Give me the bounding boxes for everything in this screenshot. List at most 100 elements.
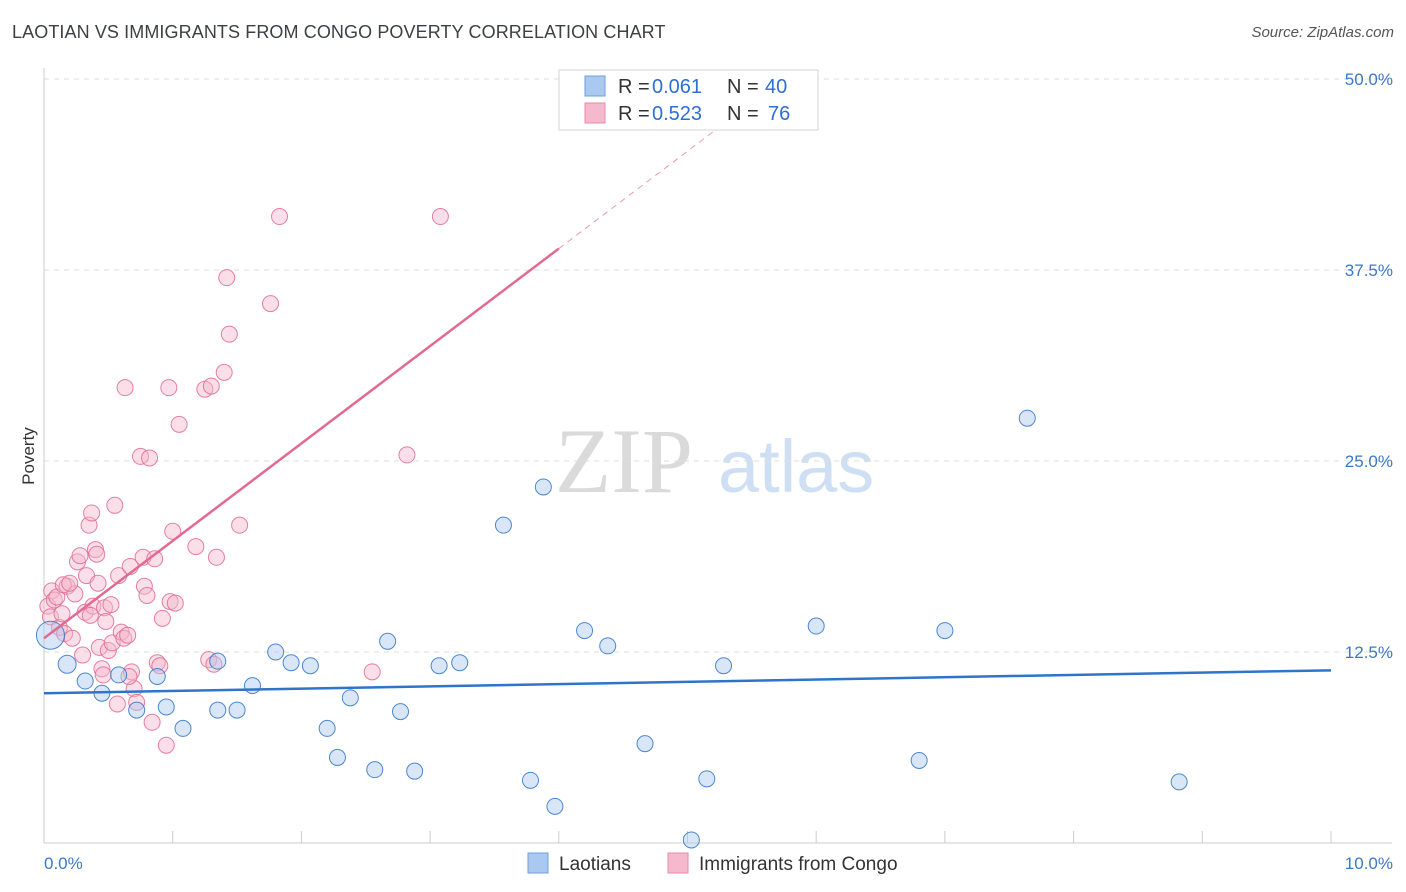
x-tick-marks [172,831,1332,843]
trend-lines [43,92,1332,695]
laotian-point [430,657,448,675]
bottom-legend-laotians: Laotians [559,854,631,875]
laotian-point [379,632,397,650]
laotian-point [521,771,539,789]
congo-point [88,545,106,563]
congo-point [187,538,205,556]
congo-point [54,576,72,594]
congo-point [200,651,218,669]
gridlines [44,78,1392,653]
congo-point [207,548,225,566]
laotian-trend-line [43,669,1332,695]
congo-point [74,646,92,664]
congo-point [119,626,137,644]
congo-point [93,660,111,678]
laotian-point [128,701,146,719]
congo-point [90,638,108,656]
laotian-point [682,831,700,849]
congo-point [143,713,161,731]
congo-point [202,377,220,395]
congo-point [141,449,159,467]
congo-point [83,504,101,522]
congo-point [66,585,84,603]
laotian-point [57,654,77,674]
congo-point [106,496,124,514]
laotian-point [910,751,928,769]
congo-point [153,609,171,627]
congo-point [220,325,238,343]
legend-n-label-congo: N = [727,103,759,125]
laotian-point [209,652,227,670]
legend-swatch-laotians [584,75,606,97]
legend: R = 0.061 N = 40 R = 0.523 N = 76 [558,69,819,131]
congo-point [61,574,79,592]
congo-point [398,446,416,464]
legend-n-value-congo: 76 [768,103,790,125]
congo-point [157,736,175,754]
laotian-point [936,622,954,640]
congo-point [123,663,141,681]
laotian-point [243,677,261,695]
laotian-point [599,637,617,655]
axes [43,68,1392,844]
congo-point [81,606,99,624]
congo-point [148,654,166,672]
laotian-point [318,719,336,737]
congo-point [151,657,169,675]
legend-swatch-congo [584,102,606,124]
congo-point [215,363,233,381]
legend-r-value-laotians: 0.061 [652,76,702,98]
laotian-point [1018,409,1036,427]
congo-point [94,666,112,684]
y-tick-label: 12.5% [1345,643,1393,662]
laotian-point [341,689,359,707]
congo-points [39,208,449,754]
congo-point [71,547,89,565]
congo-point [218,269,236,287]
x-tick-label-max: 10.0% [1345,854,1393,873]
laotian-point [636,735,654,753]
congo-trend-line [43,247,560,640]
bottom-legend-swatch-laotians [527,852,549,874]
laotian-point [391,703,409,721]
legend-r-value-congo: 0.523 [652,103,702,125]
laotian-point [406,762,424,780]
laotian-point [148,667,166,685]
y-axis-label: Poverty [19,427,38,485]
congo-point [170,415,188,433]
congo-point [89,574,107,592]
laotian-point [451,654,469,672]
laotian-point [1170,773,1188,791]
congo-point [102,596,120,614]
y-tick-label: 50.0% [1345,70,1393,89]
laotian-point [301,657,319,675]
laotian-point [698,770,716,788]
congo-point [53,605,71,623]
congo-point [138,586,156,604]
watermark-atlas: atlas [718,425,874,508]
laotian-point [576,622,594,640]
laotian-point [267,643,285,661]
laotian-point [282,654,300,672]
legend-n-label-laotians: N = [727,76,759,98]
bottom-legend-congo: Immigrants from Congo [699,854,898,875]
bottom-legend: Laotians Immigrants from Congo [527,852,898,875]
legend-r-label-laotians: R = [618,76,650,98]
laotian-point [715,657,733,675]
legend-r-label-congo: R = [618,103,650,125]
congo-point [146,550,164,568]
congo-point [45,591,63,609]
congo-point [160,379,178,397]
x-tick-label-min: 0.0% [44,854,83,873]
laotian-point [110,666,128,684]
laotian-point [366,761,384,779]
laotian-point [228,701,246,719]
laotian-point [546,797,564,815]
laotian-point [209,701,227,719]
y-tick-label: 25.0% [1345,452,1393,471]
laotian-point [328,748,346,766]
laotian-point [534,478,552,496]
congo-point [116,379,134,397]
congo-point [132,447,150,465]
